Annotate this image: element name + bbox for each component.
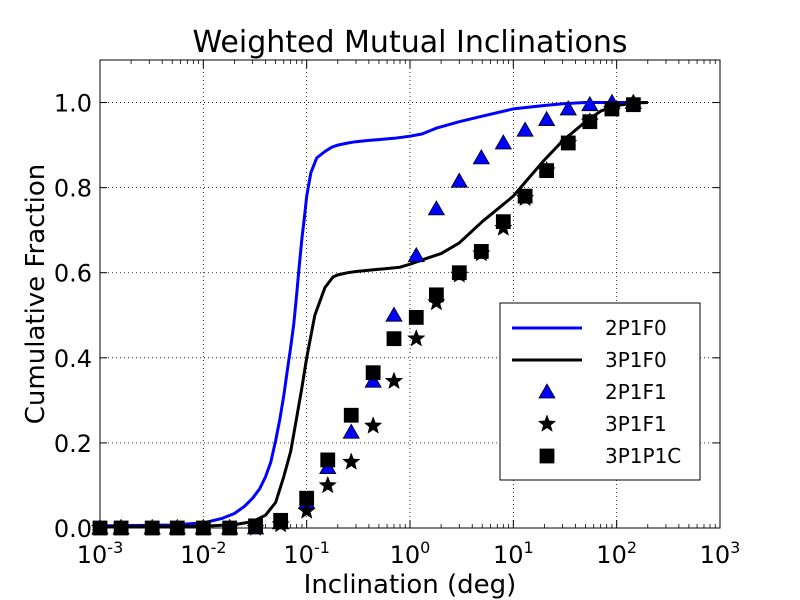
y-tick-label: 1.0 bbox=[54, 90, 92, 118]
x-tick-base: 10 bbox=[596, 541, 627, 569]
x-tick-exponent: 3 bbox=[730, 538, 740, 557]
data-point-2p1f1 bbox=[537, 110, 556, 126]
data-point-3p1p1c bbox=[343, 407, 359, 423]
legend-label-3p1f0: 3P1F0 bbox=[605, 348, 667, 372]
data-point-3p1p1c bbox=[451, 265, 467, 281]
x-tick-label: 10-1 bbox=[283, 538, 330, 569]
ticks: 0.00.20.40.60.81.010-3 10-2 10-1 100 101 102 1… bbox=[54, 60, 741, 569]
x-tick-label: 10-2 bbox=[180, 538, 227, 569]
data-point-3p1p1c bbox=[273, 512, 289, 528]
data-point-2p1f1 bbox=[385, 306, 403, 322]
data-point-3p1p1c bbox=[495, 214, 511, 230]
y-tick-label: 0.4 bbox=[54, 345, 92, 373]
x-tick-exponent: -2 bbox=[211, 538, 227, 557]
x-tick-base: 10 bbox=[283, 541, 314, 569]
x-tick-base: 10 bbox=[180, 541, 211, 569]
data-point-2p1f1 bbox=[427, 200, 446, 216]
data-point-3p1f1 bbox=[318, 475, 337, 494]
data-point-3p1p1c bbox=[625, 97, 641, 113]
legend-swatch-3p1p1c bbox=[539, 448, 555, 464]
data-point-2p1f1 bbox=[450, 172, 468, 188]
x-tick-label: 10-3 bbox=[77, 538, 124, 569]
data-point-3p1p1c bbox=[473, 244, 489, 259]
legend: 2P1F0 3P1F0 2P1F1 3P1F1 3P1P1C bbox=[499, 302, 701, 481]
x-tick-exponent: -3 bbox=[107, 538, 123, 557]
data-point-3p1p1c bbox=[539, 163, 555, 179]
data-point-3p1p1c bbox=[582, 114, 598, 130]
legend-swatch-2p1f1 bbox=[538, 383, 556, 399]
x-tick-base: 10 bbox=[700, 541, 731, 569]
x-tick-base: 10 bbox=[493, 541, 524, 569]
data-point-2p1f1 bbox=[581, 95, 599, 112]
series-line-2p1f0 bbox=[99, 101, 648, 528]
x-tick-label: 103 bbox=[700, 538, 741, 569]
x-tick-exponent: 0 bbox=[420, 538, 430, 557]
data-point-3p1p1c bbox=[320, 452, 336, 468]
data-point-3p1f1 bbox=[384, 371, 404, 390]
data-point-3p1f1 bbox=[407, 328, 426, 347]
x-tick-exponent: -1 bbox=[314, 538, 330, 557]
data-point-3p1p1c bbox=[365, 365, 381, 381]
data-point-2p1f1 bbox=[516, 121, 534, 137]
x-axis-label: Inclination (deg) bbox=[304, 570, 517, 600]
data-point-3p1p1c bbox=[560, 135, 576, 151]
data-point-3p1p1c bbox=[248, 518, 263, 534]
data-point-3p1f1 bbox=[342, 452, 361, 470]
x-tick-base: 10 bbox=[77, 541, 108, 569]
data-point-2p1f1 bbox=[342, 423, 360, 439]
y-tick-label: 0.2 bbox=[54, 430, 92, 458]
x-tick-label: 101 bbox=[493, 538, 534, 569]
legend-swatch-3p1f1 bbox=[537, 414, 557, 432]
data-point-3p1f1 bbox=[363, 416, 383, 434]
legend-label-2p1f0: 2P1F0 bbox=[605, 316, 667, 340]
y-tick-label: 0.0 bbox=[54, 515, 92, 543]
data-point-2p1f1 bbox=[494, 134, 513, 150]
data-point-3p1p1c bbox=[386, 331, 402, 347]
x-tick-exponent: 2 bbox=[627, 538, 637, 557]
data-point-2p1f1 bbox=[472, 149, 491, 165]
y-tick-label: 0.6 bbox=[54, 260, 92, 288]
legend-label-2p1f1: 2P1F1 bbox=[605, 380, 667, 404]
x-tick-label: 100 bbox=[390, 538, 431, 569]
x-tick-label: 102 bbox=[596, 538, 637, 569]
data-point-3p1p1c bbox=[408, 309, 424, 325]
data-point-3p1p1c bbox=[604, 101, 620, 117]
data-point-3p1f1 bbox=[297, 501, 316, 519]
series-layer bbox=[90, 93, 648, 536]
y-axis-label: Cumulative Fraction bbox=[21, 164, 51, 424]
legend-label-3p1p1c: 3P1P1C bbox=[605, 444, 681, 468]
series-line-3p1f0 bbox=[99, 101, 648, 529]
data-point-2p1f1 bbox=[559, 100, 577, 116]
legend-box bbox=[499, 302, 701, 481]
data-point-3p1p1c bbox=[299, 490, 315, 506]
data-point-3p1p1c bbox=[428, 287, 444, 303]
data-point-2p1f1 bbox=[364, 372, 382, 388]
x-tick-exponent: 1 bbox=[524, 538, 534, 557]
data-point-3p1p1c bbox=[517, 188, 533, 204]
y-tick-label: 0.8 bbox=[54, 175, 92, 203]
legend-label-3p1f1: 3P1F1 bbox=[605, 412, 667, 436]
data-point-2p1f1 bbox=[407, 246, 425, 263]
chart-title: Weighted Mutual Inclinations bbox=[193, 25, 628, 60]
x-tick-base: 10 bbox=[390, 541, 421, 569]
